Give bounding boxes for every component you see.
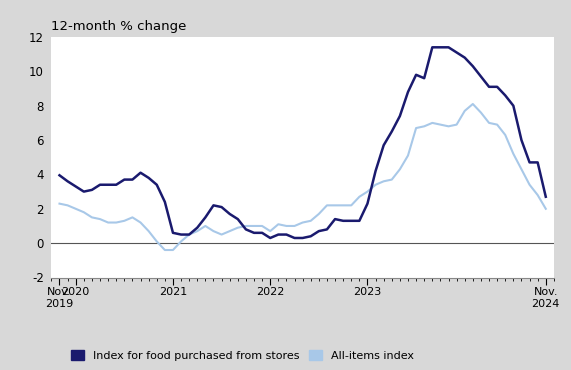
Legend: Index for food purchased from stores, All-items index: Index for food purchased from stores, Al… [71, 350, 414, 361]
Text: 12-month % change: 12-month % change [51, 20, 187, 33]
